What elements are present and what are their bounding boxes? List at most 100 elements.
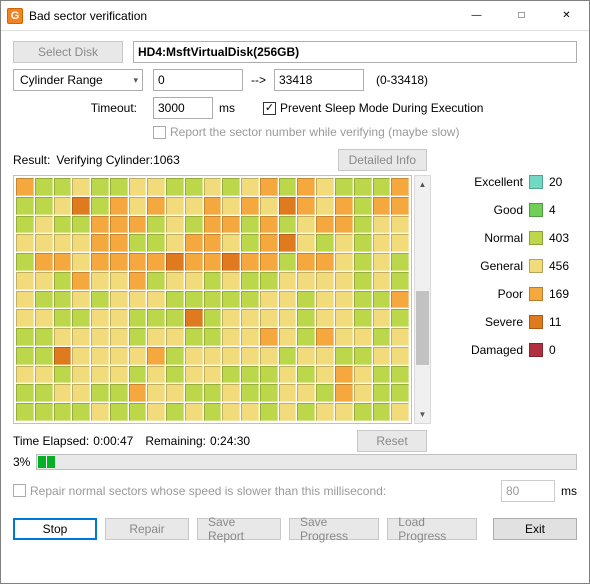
sector-cell [166, 272, 184, 290]
sector-cell [147, 347, 165, 365]
sector-cell [260, 291, 278, 309]
legend-count: 403 [549, 231, 577, 245]
sector-cell [91, 403, 109, 421]
save-report-button[interactable]: Save Report [197, 518, 281, 540]
sector-cell [110, 309, 128, 327]
sector-cell [72, 328, 90, 346]
close-button[interactable]: ✕ [544, 1, 589, 31]
sector-cell [54, 328, 72, 346]
reset-button[interactable]: Reset [357, 430, 427, 452]
sector-cell [222, 234, 240, 252]
grid-wrap: ▲ ▼ Excellent20Good4Normal403General456P… [13, 175, 577, 424]
sector-cell [129, 328, 147, 346]
sector-cell [335, 328, 353, 346]
legend-name: General [467, 259, 523, 273]
sector-cell [35, 234, 53, 252]
exit-button[interactable]: Exit [493, 518, 577, 540]
legend-name: Normal [467, 231, 523, 245]
sector-cell [54, 253, 72, 271]
sector-cell [391, 328, 409, 346]
maximize-button[interactable]: □ [499, 1, 544, 31]
window: G Bad sector verification — □ ✕ Select D… [0, 0, 590, 584]
sector-cell [260, 197, 278, 215]
sector-cell [110, 347, 128, 365]
sector-cell [129, 178, 147, 196]
range-end-input[interactable]: 33418 [274, 69, 364, 91]
sector-cell [16, 178, 34, 196]
sector-cell [297, 328, 315, 346]
legend: Excellent20Good4Normal403General456Poor1… [439, 175, 577, 424]
sector-cell [354, 291, 372, 309]
grid-scrollbar[interactable]: ▲ ▼ [414, 175, 431, 424]
range-start-input[interactable]: 0 [153, 69, 243, 91]
sector-cell [16, 197, 34, 215]
sector-cell [222, 403, 240, 421]
sector-cell [335, 291, 353, 309]
elapsed-label: Time Elapsed: [13, 434, 89, 448]
sector-cell [129, 347, 147, 365]
repair-button[interactable]: Repair [105, 518, 189, 540]
sector-cell [16, 366, 34, 384]
sector-cell [54, 197, 72, 215]
disk-name-field[interactable]: HD4:MsftVirtualDisk(256GB) [133, 41, 577, 63]
sector-cell [166, 178, 184, 196]
sector-cell [129, 216, 147, 234]
range-mode-select[interactable]: Cylinder Range ▾ [13, 69, 143, 91]
sector-cell [260, 403, 278, 421]
sector-cell [297, 253, 315, 271]
sector-cell [129, 272, 147, 290]
sector-cell [110, 384, 128, 402]
legend-count: 169 [549, 287, 577, 301]
sector-cell [91, 216, 109, 234]
timeout-input[interactable]: 3000 [153, 97, 213, 119]
scroll-thumb[interactable] [416, 291, 429, 365]
scroll-up-icon[interactable]: ▲ [415, 176, 430, 192]
legend-item: Good4 [439, 203, 577, 217]
sector-cell [185, 366, 203, 384]
sector-cell [185, 403, 203, 421]
sector-cell [316, 234, 334, 252]
sector-cell [373, 347, 391, 365]
legend-item: Damaged0 [439, 343, 577, 357]
sector-cell [297, 291, 315, 309]
report-sector-checkbox[interactable] [153, 126, 166, 139]
repair-speed-option[interactable]: Repair normal sectors whose speed is slo… [13, 484, 386, 498]
prevent-sleep-checkbox[interactable] [263, 102, 276, 115]
legend-item: Excellent20 [439, 175, 577, 189]
save-progress-button[interactable]: Save Progress [289, 518, 379, 540]
chevron-down-icon: ▾ [133, 75, 138, 86]
stop-button[interactable]: Stop [13, 518, 97, 540]
sector-cell [166, 403, 184, 421]
repair-speed-input[interactable]: 80 [501, 480, 555, 502]
elapsed-value: 0:00:47 [93, 434, 133, 448]
sector-cell [316, 309, 334, 327]
sector-cell [129, 403, 147, 421]
sector-cell [129, 253, 147, 271]
minimize-button[interactable]: — [454, 1, 499, 31]
sector-cell [72, 366, 90, 384]
sector-cell [147, 291, 165, 309]
legend-swatch [529, 203, 543, 217]
scroll-down-icon[interactable]: ▼ [415, 407, 430, 423]
sector-cell [335, 403, 353, 421]
load-progress-button[interactable]: Load Progress [387, 518, 477, 540]
report-sector-option[interactable]: Report the sector number while verifying… [153, 125, 459, 139]
prevent-sleep-option[interactable]: Prevent Sleep Mode During Execution [263, 101, 483, 115]
sector-cell [391, 234, 409, 252]
sector-cell [16, 272, 34, 290]
repair-speed-checkbox[interactable] [13, 484, 26, 497]
sector-cell [204, 234, 222, 252]
sector-cell [373, 216, 391, 234]
select-disk-button[interactable]: Select Disk [13, 41, 123, 63]
sector-cell [279, 384, 297, 402]
detailed-info-button[interactable]: Detailed Info [338, 149, 427, 171]
sector-cell [279, 403, 297, 421]
sector-cell [391, 347, 409, 365]
sector-cell [91, 197, 109, 215]
sector-cell [391, 366, 409, 384]
sector-cell [373, 197, 391, 215]
sector-cell [166, 309, 184, 327]
legend-swatch [529, 259, 543, 273]
sector-cell [354, 272, 372, 290]
sector-cell [16, 384, 34, 402]
